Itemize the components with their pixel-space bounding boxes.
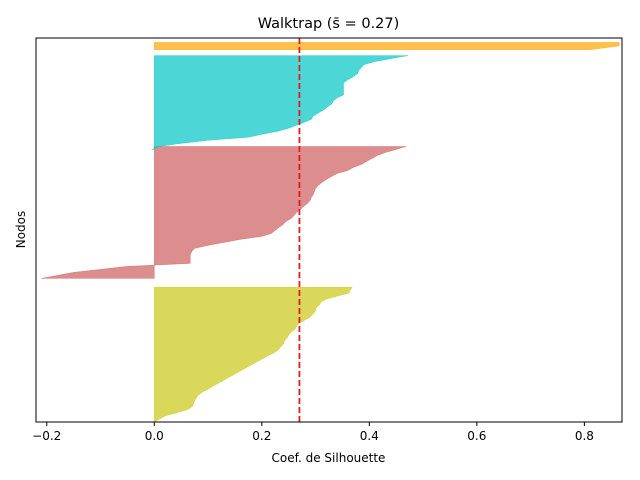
x-axis-label: Coef. de Silhouette [272,451,386,465]
x-tick-label: −0.2 [32,429,61,443]
x-tick-label: 0.4 [360,429,379,443]
axes-frame [35,37,623,423]
x-tick-label: 0.0 [145,429,164,443]
x-tick-label: 0.8 [575,429,594,443]
y-axis-label: Nodos [14,211,28,249]
cluster-3-silhouette-area [151,55,409,150]
plot-area [41,42,620,423]
chart-title: Walktrap (s̄ = 0.27) [258,16,400,32]
x-axis-ticks: −0.2 0.0 0.2 0.4 0.6 0.8 [32,422,594,443]
cluster-2-silhouette-area [41,146,406,279]
cluster-4-silhouette-area [154,42,620,50]
x-tick-label: 0.6 [467,429,486,443]
x-tick-label: 0.2 [252,429,271,443]
cluster-1-silhouette-area [154,286,353,423]
